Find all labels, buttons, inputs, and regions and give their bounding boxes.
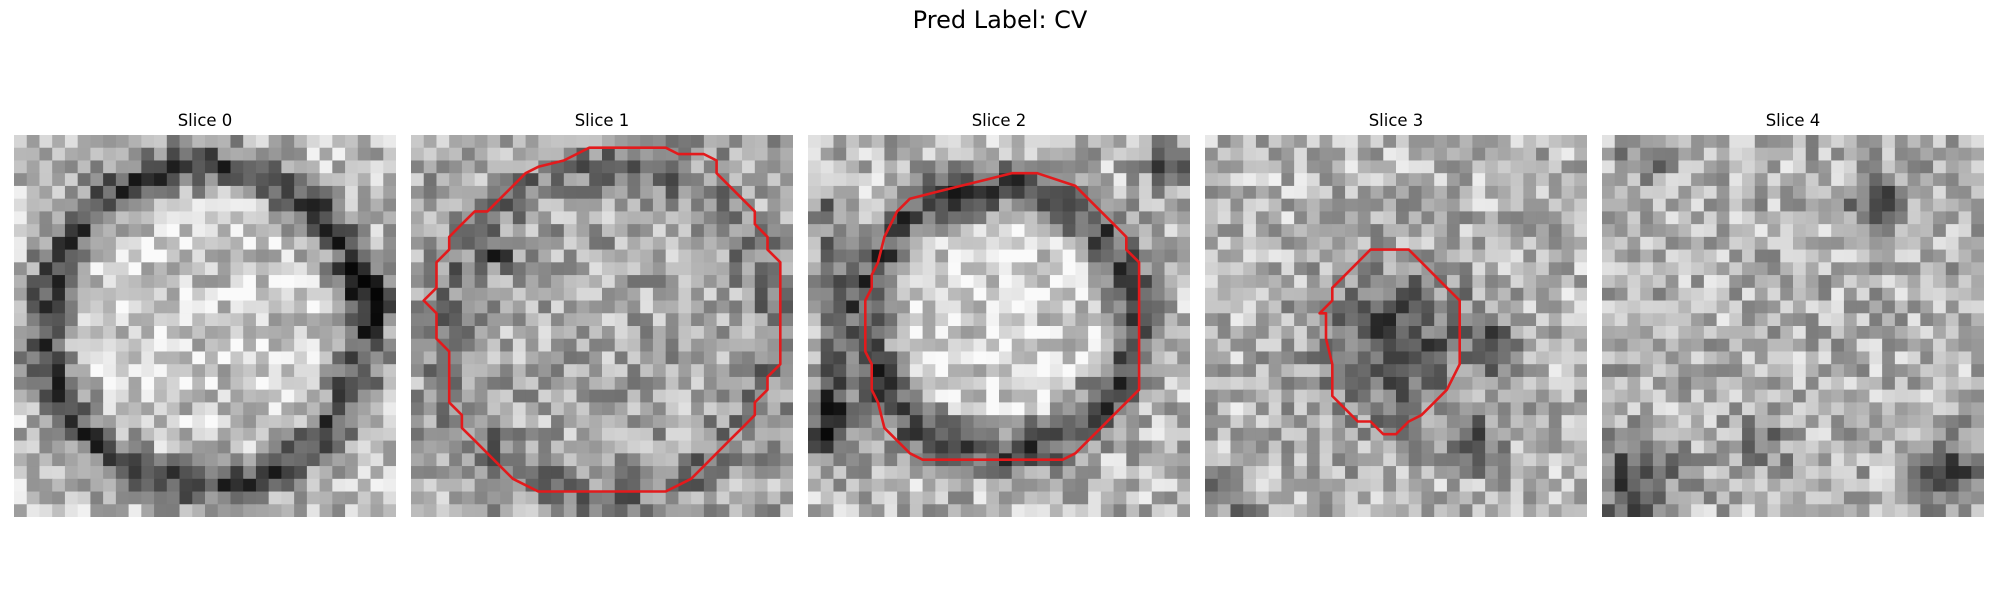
slice-texture: [411, 135, 793, 517]
segmentation-contour: [422, 146, 782, 493]
slice-panel-0: Slice 0: [14, 110, 396, 517]
slice-texture: [14, 135, 396, 517]
slice-texture: [1602, 135, 1984, 517]
slice-image-0: [14, 135, 396, 517]
slice-texture: [1205, 135, 1587, 517]
slice-image-3: [1205, 135, 1587, 517]
slice-panel-4: Slice 4: [1602, 110, 1984, 517]
slice-image-1: [411, 135, 793, 517]
slice-title-4: Slice 4: [1765, 111, 1821, 130]
segmentation-contour: [863, 171, 1141, 462]
slice-panel-3: Slice 3: [1205, 110, 1587, 517]
slice-title-0: Slice 0: [177, 111, 233, 130]
segmentation-contour: [1318, 248, 1461, 436]
slice-image-2: [808, 135, 1190, 517]
slice-texture: [808, 135, 1190, 517]
slice-title-2: Slice 2: [971, 111, 1027, 130]
slice-panel-2: Slice 2: [808, 110, 1190, 517]
slice-title-1: Slice 1: [574, 111, 630, 130]
slice-title-3: Slice 3: [1368, 111, 1424, 130]
slice-image-4: [1602, 135, 1984, 517]
slice-panel-1: Slice 1: [411, 110, 793, 517]
figure-title: Pred Label: CV: [912, 6, 1088, 34]
